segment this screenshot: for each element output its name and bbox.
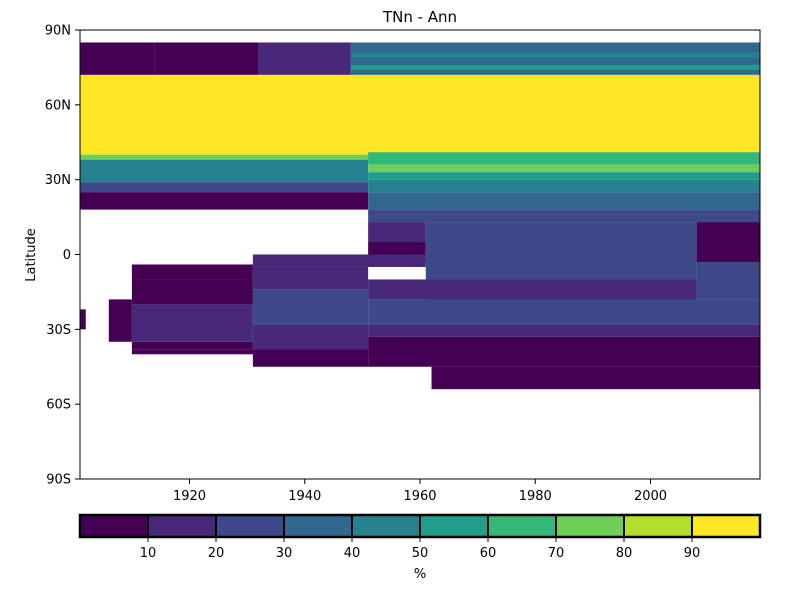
heatmap-cell-2: [258, 42, 351, 75]
heatmap-cell-5: [350, 64, 760, 70]
colorbar-tick-label-8: 90: [684, 546, 701, 561]
colorbar-swatch-0: [79, 514, 149, 538]
heatmap-cell-22: [252, 254, 426, 267]
colorbar-tick-label-4: 50: [412, 546, 429, 561]
heatmap-cell-3: [350, 42, 760, 75]
colorbar: 10 20 30 40 50 60 70 80 90 %: [78, 513, 762, 582]
heatmap-cells: [80, 42, 760, 390]
heatmap-cell-7: [80, 154, 369, 160]
colorbar-tick-label-3: 40: [344, 546, 361, 561]
colorbar-swatch-4: [351, 514, 421, 538]
heatmap-cell-33: [368, 324, 760, 337]
colorbar-swatch-5: [419, 514, 489, 538]
colorbar-swatch-6: [487, 514, 557, 538]
heatmap-cell-26: [252, 324, 369, 350]
colorbar-ticks: 10 20 30 40 50 60 70 80 90: [140, 537, 701, 561]
colorbar-swatch-7: [555, 514, 625, 538]
heatmap-cell-8: [80, 159, 369, 183]
y-tick-label-4: 30S: [46, 323, 71, 338]
heatmap-cell-0: [80, 42, 155, 75]
heatmap-cell-15: [368, 192, 760, 210]
heatmap-cell-16: [368, 209, 760, 223]
colorbar-cells: [78, 513, 762, 539]
heatmap-cell-13: [368, 172, 760, 180]
heatmap-cell-29: [131, 341, 253, 350]
colorbar-tick-label-2: 30: [276, 546, 293, 561]
heatmap-cell-14: [368, 179, 760, 193]
heatmap-cell-32: [368, 299, 760, 325]
colorbar-tick-label-0: 10: [140, 546, 157, 561]
heatmap-cell-36: [431, 366, 760, 390]
y-axis: 90N 60N 30N 0 30S 60S 90S: [45, 24, 80, 488]
heatmap-cell-35: [252, 349, 369, 367]
chart-title: TNn - Ann: [382, 8, 457, 26]
heatmap-cell-27: [131, 279, 253, 305]
heatmap-cell-25: [252, 289, 369, 325]
y-tick-label-3: 0: [63, 248, 71, 263]
x-tick-label-0: 1920: [173, 489, 206, 504]
heatmap-cell-1: [154, 42, 259, 75]
colorbar-tick-label-1: 20: [208, 546, 225, 561]
heatmap-cell-9: [80, 182, 369, 193]
colorbar-swatch-9: [691, 514, 761, 538]
y-tick-label-1: 60N: [45, 98, 71, 113]
heatmap-cell-34: [368, 336, 760, 367]
heatmap-cell-28: [131, 304, 253, 342]
x-tick-label-4: 2000: [634, 489, 667, 504]
colorbar-tick-label-6: 70: [548, 546, 565, 561]
colorbar-swatch-2: [215, 514, 285, 538]
colorbar-tick-label-5: 60: [480, 546, 497, 561]
y-tick-label-0: 90N: [45, 24, 71, 39]
heatmap-cell-6: [80, 74, 760, 155]
colorbar-swatch-8: [623, 514, 693, 538]
heatmap-cell-37: [108, 299, 132, 342]
y-axis-label: Latitude: [24, 228, 39, 282]
heatmap-cell-17: [368, 222, 426, 243]
heatmap-cell-38: [80, 309, 86, 330]
colorbar-label: %: [414, 567, 426, 582]
colorbar-tick-label-7: 80: [616, 546, 633, 561]
heatmap-cell-20: [696, 222, 760, 262]
x-tick-label-3: 1980: [519, 489, 552, 504]
heatmap-cell-23: [131, 264, 253, 280]
x-tick-label-1: 1940: [288, 489, 321, 504]
x-tick-label-2: 1960: [403, 489, 436, 504]
colorbar-swatch-1: [147, 514, 217, 538]
colorbar-swatch-3: [283, 514, 353, 538]
x-axis: 1920 1940 1960 1980 2000: [173, 479, 667, 504]
heatmap-cell-24: [252, 266, 369, 290]
heatmap-cell-10: [80, 192, 369, 210]
y-tick-label-6: 90S: [46, 473, 71, 488]
heatmap-cell-30: [131, 349, 369, 355]
heatmap-cell-12: [368, 164, 760, 173]
heatmap-cell-4: [350, 52, 760, 58]
heatmap-cell-31: [368, 279, 697, 300]
heatmap-cell-11: [368, 152, 760, 165]
heatmap-cell-21: [696, 261, 760, 300]
y-tick-label-5: 60S: [46, 398, 71, 413]
plot-area: [79, 29, 761, 480]
y-tick-label-2: 30N: [45, 173, 71, 188]
